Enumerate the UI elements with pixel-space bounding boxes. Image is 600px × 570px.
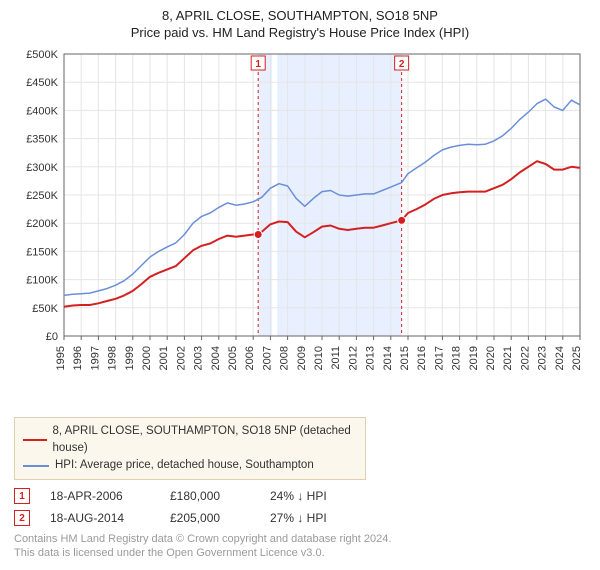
sale-delta: 27% ↓ HPI [270,511,360,525]
svg-text:2018: 2018 [451,346,463,370]
sale-marker-icon: 2 [14,510,30,526]
svg-text:2019: 2019 [468,346,480,370]
svg-text:2008: 2008 [279,346,291,370]
svg-text:2005: 2005 [227,346,239,370]
chart-container: 8, APRIL CLOSE, SOUTHAMPTON, SO18 5NP Pr… [0,0,600,570]
svg-text:2020: 2020 [485,346,497,370]
attribution-line: This data is licensed under the Open Gov… [14,546,586,560]
svg-text:2021: 2021 [502,346,514,370]
svg-text:£400K: £400K [26,105,58,117]
legend-row-property: 8, APRIL CLOSE, SOUTHAMPTON, SO18 5NP (d… [23,423,357,457]
svg-text:2009: 2009 [296,346,308,370]
svg-text:1998: 1998 [107,346,119,370]
svg-text:£450K: £450K [26,77,58,89]
svg-text:1995: 1995 [55,346,67,370]
svg-text:£250K: £250K [26,190,58,202]
legend-label-hpi: HPI: Average price, detached house, Sout… [55,457,314,474]
attribution-line: Contains HM Land Registry data © Crown c… [14,532,586,546]
legend-swatch-property [23,439,47,441]
legend-row-hpi: HPI: Average price, detached house, Sout… [23,457,357,474]
sale-marker-icon: 1 [14,488,30,504]
svg-text:2016: 2016 [416,346,428,370]
svg-text:£100K: £100K [26,275,58,287]
svg-text:£0: £0 [46,331,58,343]
svg-text:£500K: £500K [26,49,58,61]
sale-delta: 24% ↓ HPI [270,489,360,503]
svg-text:1: 1 [255,59,261,70]
legend-label-property: 8, APRIL CLOSE, SOUTHAMPTON, SO18 5NP (d… [53,423,357,457]
svg-text:£350K: £350K [26,134,58,146]
svg-text:2011: 2011 [330,346,342,370]
svg-text:£150K: £150K [26,246,58,258]
sale-date: 18-APR-2006 [50,489,150,503]
svg-text:2024: 2024 [554,346,566,370]
svg-text:2014: 2014 [382,346,394,370]
svg-text:2022: 2022 [519,346,531,370]
svg-text:2025: 2025 [571,346,583,370]
svg-text:2001: 2001 [158,346,170,370]
legend-swatch-hpi [23,465,49,467]
svg-text:2017: 2017 [433,346,445,370]
svg-text:1996: 1996 [72,346,84,370]
svg-text:£50K: £50K [32,303,58,315]
line-chart-svg: £0 £50K £100K £150K £200K £250K £300K £350K £400… [14,46,586,406]
svg-text:2007: 2007 [261,346,273,370]
svg-text:£200K: £200K [26,218,58,230]
sales-row: 1 18-APR-2006 £180,000 24% ↓ HPI [14,488,586,504]
svg-text:1997: 1997 [89,346,101,370]
svg-text:2003: 2003 [193,346,205,370]
legend: 8, APRIL CLOSE, SOUTHAMPTON, SO18 5NP (d… [14,417,366,480]
svg-text:2000: 2000 [141,346,153,370]
sale-marker-num: 1 [19,491,25,502]
sale-price: £180,000 [170,489,250,503]
attribution: Contains HM Land Registry data © Crown c… [14,532,586,560]
sales-table: 1 18-APR-2006 £180,000 24% ↓ HPI 2 18-AU… [14,488,586,526]
svg-text:2004: 2004 [210,346,222,370]
chart-subtitle: Price paid vs. HM Land Registry's House … [14,25,586,40]
svg-text:2013: 2013 [365,346,377,370]
sales-row: 2 18-AUG-2014 £205,000 27% ↓ HPI [14,510,586,526]
sale-date: 18-AUG-2014 [50,511,150,525]
svg-text:2002: 2002 [175,346,187,370]
svg-text:2012: 2012 [347,346,359,370]
svg-text:2: 2 [399,59,405,70]
svg-text:2015: 2015 [399,346,411,370]
svg-text:1999: 1999 [124,346,136,370]
svg-text:2010: 2010 [313,346,325,370]
svg-text:2023: 2023 [537,346,549,370]
chart-title: 8, APRIL CLOSE, SOUTHAMPTON, SO18 5NP [14,8,586,23]
svg-text:2006: 2006 [244,346,256,370]
chart-area: £0 £50K £100K £150K £200K £250K £300K £350K £400… [14,46,586,411]
svg-text:£300K: £300K [26,162,58,174]
sale-marker-num: 2 [19,513,25,524]
sale-price: £205,000 [170,511,250,525]
